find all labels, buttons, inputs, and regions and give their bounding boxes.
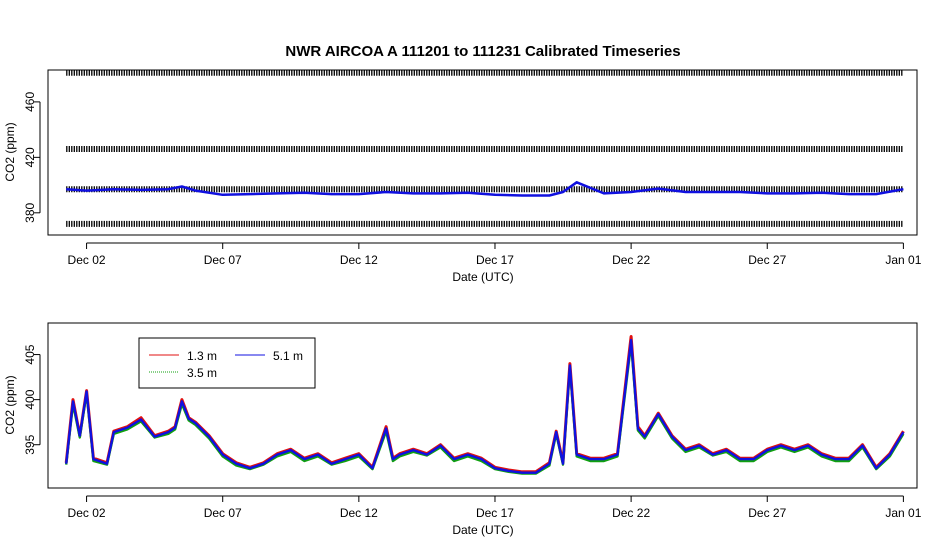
legend-label-3: 5.1 m: [273, 349, 303, 363]
legend: 1.3 m 5.1 m 3.5 m: [138, 337, 316, 389]
bottom-y-tick-label: 395: [23, 434, 37, 454]
bottom-plot-marks: [64, 335, 905, 475]
bottom-plot-axes: Dec 02 Dec 07 Dec 12 Dec 17 Dec 22 Dec 27 Jan …: [23, 344, 922, 520]
top-x-tick-label: Dec 27: [748, 253, 786, 267]
bottom-x-axis-label: Date (UTC): [452, 523, 513, 537]
top-y-axis-label: CO2 (ppm): [3, 122, 17, 181]
legend-label-1: 1.3 m: [187, 349, 217, 363]
bottom-x-tick-label: Dec 27: [748, 506, 786, 520]
top-x-tick-label: Dec 17: [476, 253, 514, 267]
bottom-x-tick-label: Dec 17: [476, 506, 514, 520]
top-y-tick-label: 420: [23, 147, 37, 167]
bottom-x-tick-label: Dec 07: [204, 506, 242, 520]
bottom-x-tick-label: Dec 02: [68, 506, 106, 520]
bottom-plot-frame: [47, 322, 918, 489]
bottom-y-tick-label: 400: [23, 389, 37, 409]
top-x-tick-label: Jan 01: [885, 253, 921, 267]
top-plot-marks: [66, 69, 904, 227]
legend-label-2: 3.5 m: [187, 366, 217, 380]
series-line-5-1-m: [65, 338, 905, 474]
legend-box: [138, 337, 316, 389]
top-x-tick-label: Dec 22: [612, 253, 650, 267]
bottom-x-tick-label: Dec 12: [340, 506, 378, 520]
top-series-line: [66, 181, 904, 197]
top-plot-axes: Dec 02 Dec 07 Dec 12 Dec 17 Dec 22 Dec 27 Jan …: [23, 92, 922, 267]
top-plot-frame: [47, 69, 918, 236]
bottom-y-axis-label: CO2 (ppm): [3, 375, 17, 434]
top-x-axis-label: Date (UTC): [452, 270, 513, 284]
bottom-x-tick-label: Dec 22: [612, 506, 650, 520]
top-x-tick-label: Dec 12: [340, 253, 378, 267]
top-y-tick-label: 380: [23, 202, 37, 222]
top-x-tick-label: Dec 02: [68, 253, 106, 267]
bottom-x-tick-label: Jan 01: [885, 506, 921, 520]
bottom-y-tick-label: 405: [23, 344, 37, 364]
top-x-tick-label: Dec 07: [204, 253, 242, 267]
top-y-tick-label: 460: [23, 92, 37, 112]
chart-title: NWR AIRCOA A 111201 to 111231 Calibrated…: [285, 43, 680, 60]
